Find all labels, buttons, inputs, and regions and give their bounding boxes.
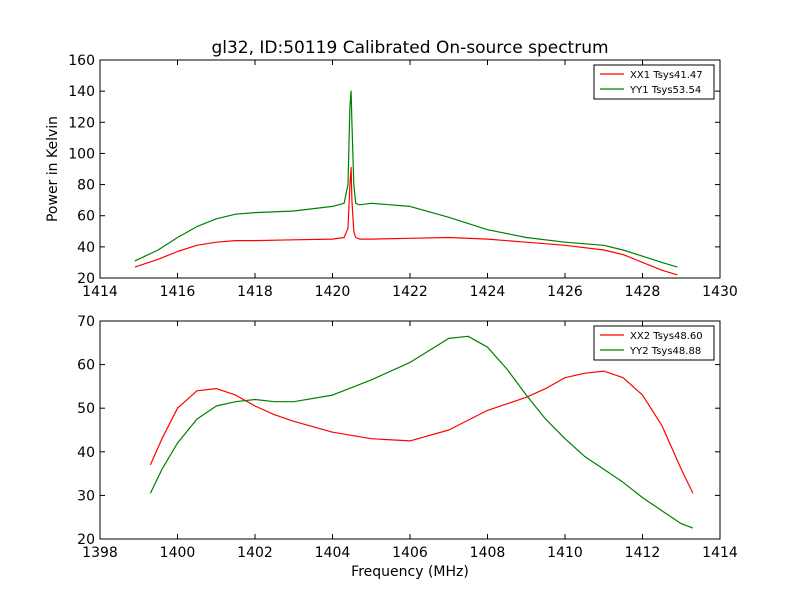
top-axis-ticks: 1414 1416 1418 1420 1422 1424 1426 1428 1430 20 40… (68, 53, 738, 300)
bottom-x-tick-label: 1406 (392, 545, 428, 561)
top-legend-label-yy1: YY1 Tsys53.54 (629, 85, 701, 96)
bottom-y-tick-label: 60 (77, 358, 95, 374)
bottom-legend-label-yy2: YY2 Tsys48.88 (629, 346, 701, 357)
bottom-legend-box (593, 325, 715, 361)
bottom-x-tick-label: 1414 (702, 545, 738, 561)
top-y-tick-label: 100 (68, 146, 95, 162)
top-y-tick-label: 80 (77, 178, 95, 194)
bottom-series-line-yy (149, 335, 694, 529)
top-legend-box (593, 64, 715, 100)
bottom-y-tick-label: 20 (77, 532, 95, 548)
bottom-x-tick-label: 1408 (470, 545, 506, 561)
top-y-tick-label: 160 (68, 53, 95, 69)
top-x-tick-label: 1430 (702, 284, 738, 300)
bottom-x-tick-label: 1402 (237, 545, 273, 561)
top-y-tick-label: 140 (68, 84, 95, 100)
top-y-tick-label: 20 (77, 271, 95, 287)
bottom-x-tick-label: 1412 (625, 545, 661, 561)
top-series-group (134, 90, 678, 276)
top-x-tick-label: 1424 (470, 284, 506, 300)
top-x-tick-label: 1418 (237, 284, 273, 300)
top-series-line-xx (134, 166, 678, 276)
chart-title: gl32, ID:50119 Calibrated On-source spec… (211, 38, 608, 58)
top-y-tick-label: 120 (68, 115, 95, 131)
bottom-legend-label-xx2: XX2 Tsys48.60 (630, 331, 703, 342)
bottom-axis-ticks: 1398 1400 1402 1404 1406 1408 1410 1412 1414 20 30… (77, 314, 738, 561)
bottom-y-tick-label: 30 (77, 488, 95, 504)
bottom-x-axis-label: Frequency (MHz) (351, 564, 469, 580)
top-x-tick-label: 1422 (392, 284, 428, 300)
bottom-y-tick-label: 40 (77, 445, 95, 461)
bottom-y-tick-label: 50 (77, 401, 95, 417)
top-x-tick-label: 1416 (160, 284, 196, 300)
top-y-axis-label: Power in Kelvin (45, 116, 61, 222)
bottom-y-tick-label: 70 (77, 314, 95, 330)
bottom-x-tick-label: 1410 (547, 545, 583, 561)
top-legend-label-xx1: XX1 Tsys41.47 (630, 70, 703, 81)
bottom-series-group (149, 335, 694, 529)
top-y-tick-label: 60 (77, 209, 95, 225)
top-panel: 1414 1416 1418 1420 1422 1424 1426 1428 1430 20 40… (45, 53, 738, 300)
top-legend: XX1 Tsys41.47 YY1 Tsys53.54 (593, 64, 715, 100)
top-x-tick-label: 1420 (315, 284, 351, 300)
bottom-x-tick-label: 1400 (160, 545, 196, 561)
bottom-panel: 1398 1400 1402 1404 1406 1408 1410 1412 1414 20 30… (77, 314, 738, 580)
bottom-x-tick-label: 1398 (82, 545, 118, 561)
bottom-x-tick-label: 1404 (315, 545, 351, 561)
top-x-tick-label: 1414 (82, 284, 118, 300)
bottom-series-line-xx (149, 370, 694, 494)
top-x-tick-label: 1428 (625, 284, 661, 300)
top-y-tick-label: 40 (77, 240, 95, 256)
top-series-line-yy (134, 90, 678, 268)
bottom-legend: XX2 Tsys48.60 YY2 Tsys48.88 (593, 325, 715, 361)
top-x-tick-label: 1426 (547, 284, 583, 300)
